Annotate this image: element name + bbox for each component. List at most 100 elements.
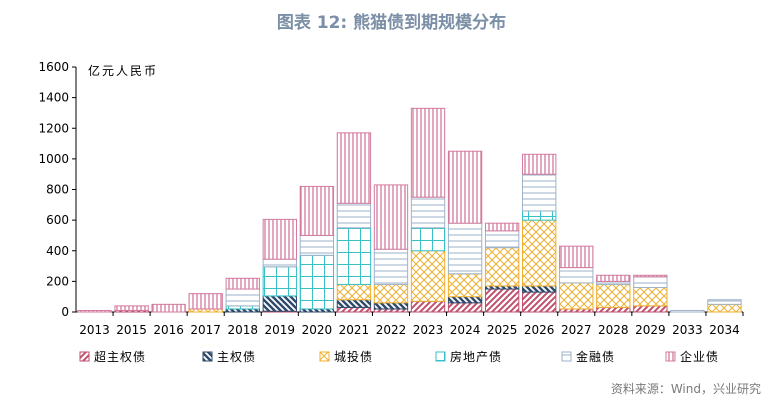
x-tick-label: 2013 [79, 323, 110, 337]
bar-segment [559, 282, 594, 310]
x-tick-label: 2027 [561, 323, 592, 337]
bar-segment [373, 184, 409, 250]
bar-segment [373, 248, 409, 285]
bar-segment [707, 303, 742, 313]
bar-segment [336, 283, 372, 301]
x-tick-label: 2018 [227, 323, 258, 337]
legend-swatch [202, 351, 213, 362]
bar-segment [484, 247, 520, 287]
x-tick-label: 2029 [635, 323, 666, 337]
x-tick-label: 2017 [190, 323, 221, 337]
y-tick-label: 1400 [38, 91, 69, 105]
bar-segment [225, 277, 260, 290]
bar-segment [410, 300, 446, 313]
y-tick-label: 800 [46, 183, 69, 197]
bar-segment [410, 196, 446, 229]
bar-segment [410, 227, 446, 252]
bar-segment [633, 276, 668, 288]
legend-swatch [665, 351, 676, 362]
bar-segment [484, 230, 520, 249]
y-tick-label: 400 [46, 244, 69, 258]
x-tick-label: 2034 [709, 323, 740, 337]
bar-segment [522, 291, 557, 313]
bar-segment [522, 173, 557, 212]
x-tick-label: 2019 [265, 323, 296, 337]
legend-swatch [319, 351, 330, 362]
x-tick-label: 2026 [524, 323, 555, 337]
x-tick-label: 2023 [413, 323, 444, 337]
bar-segment [633, 274, 668, 278]
bar-segment [336, 132, 372, 204]
y-tick-label: 1000 [38, 152, 69, 166]
bar-segment [447, 273, 483, 298]
x-tick-label: 2016 [153, 323, 184, 337]
bar-segment [373, 283, 409, 304]
legend-label: 企业债 [680, 349, 719, 364]
source-note: 资料来源：Wind，兴业研究 [610, 382, 761, 396]
bar-segment [559, 267, 594, 284]
bar-segment [484, 222, 520, 232]
bar-segment [336, 202, 372, 229]
bar-segment [596, 274, 631, 282]
bar-segment [447, 302, 483, 313]
legend-label: 主权债 [217, 350, 256, 364]
bar-segment [522, 153, 557, 175]
bar-segment [299, 185, 335, 236]
y-tick-label: 0 [61, 305, 69, 319]
bars-layer [77, 107, 742, 313]
bar-segment [299, 254, 335, 310]
bar-segment [447, 222, 483, 275]
x-tick-label: 2025 [487, 323, 518, 337]
axes-layer: 0 200 400 600 800 1000 1200 1400 1600 亿元人民币 2013 20… [38, 60, 744, 337]
bar-segment [522, 285, 557, 293]
bar-segment [707, 299, 742, 305]
y-tick-label: 600 [46, 213, 69, 227]
bar-segment [447, 150, 483, 224]
bar-segment [670, 309, 705, 313]
bar-segment [484, 288, 520, 313]
bar-segment [262, 218, 297, 260]
x-tick-label: 2024 [450, 323, 481, 337]
bar-segment [596, 306, 631, 313]
bar-segment [596, 283, 631, 308]
x-tick-label: 2028 [598, 323, 629, 337]
bar-segment [299, 234, 335, 256]
x-tick-label: 2033 [672, 323, 703, 337]
legend-swatch [561, 351, 572, 362]
chart-title: 图表 12: 熊猫债到期规模分布 [276, 13, 507, 33]
x-tick-label: 2020 [302, 323, 333, 337]
bar-segment [633, 287, 668, 307]
legend-label: 金融债 [576, 349, 615, 364]
y-tick-label: 1200 [38, 121, 69, 135]
legend-swatch [79, 351, 90, 362]
y-axis-label: 亿元人民币 [88, 63, 158, 78]
bar-segment [447, 296, 483, 304]
legend-swatch [435, 351, 446, 362]
y-tick-label: 1600 [38, 60, 69, 74]
bar-segment [262, 295, 297, 312]
bar-segment [262, 258, 297, 268]
bar-segment [336, 299, 372, 308]
bar-segment [262, 266, 297, 297]
bar-segment [336, 227, 372, 285]
bar-segment [373, 302, 409, 310]
bar-segment [336, 306, 372, 313]
x-tick-label: 2015 [116, 323, 147, 337]
y-tick-label: 200 [46, 274, 69, 288]
bar-segment [114, 305, 149, 311]
x-tick-label: 2022 [376, 323, 407, 337]
bar-segment [410, 107, 446, 198]
bar-segment [522, 210, 557, 221]
x-tick-label: 2021 [339, 323, 370, 337]
bar-segment [77, 309, 112, 313]
bar-segment [410, 250, 446, 302]
legend-label: 城投债 [334, 349, 373, 364]
bar-segment [559, 245, 594, 269]
bar-segment [225, 288, 260, 307]
bar-segment [633, 305, 668, 313]
bar-segment [522, 219, 557, 287]
legend-label: 超主权债 [94, 349, 146, 364]
bar-segment [151, 303, 186, 313]
